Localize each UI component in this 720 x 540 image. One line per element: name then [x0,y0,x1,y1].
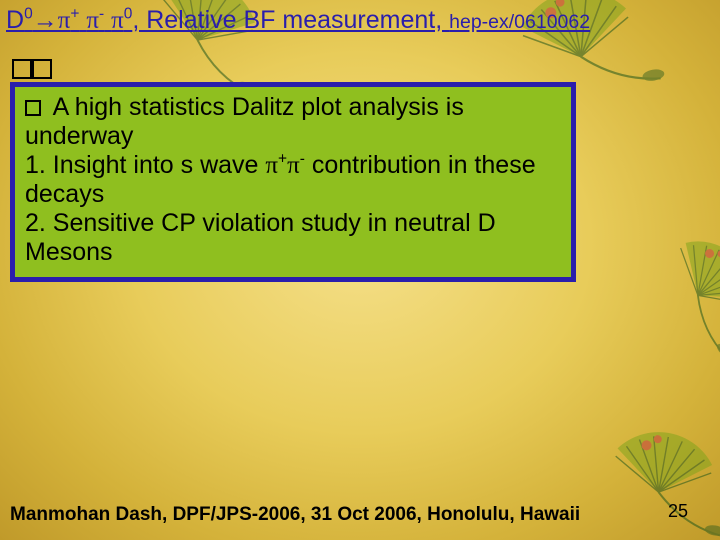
callout-box: A high statistics Dalitz plot analysis i… [10,82,576,282]
footer-credit: Manmohan Dash, DPF/JPS-2006, 31 Oct 2006… [10,504,580,526]
replacement-glyph-row [12,52,52,83]
slide-title: D0→π+ π- π0, Relative BF measurement, he… [6,6,590,35]
page-number: 25 [668,501,688,522]
callout-body: A high statistics Dalitz plot analysis i… [25,93,561,267]
slide: D0→π+ π- π0, Relative BF measurement, he… [0,0,720,540]
